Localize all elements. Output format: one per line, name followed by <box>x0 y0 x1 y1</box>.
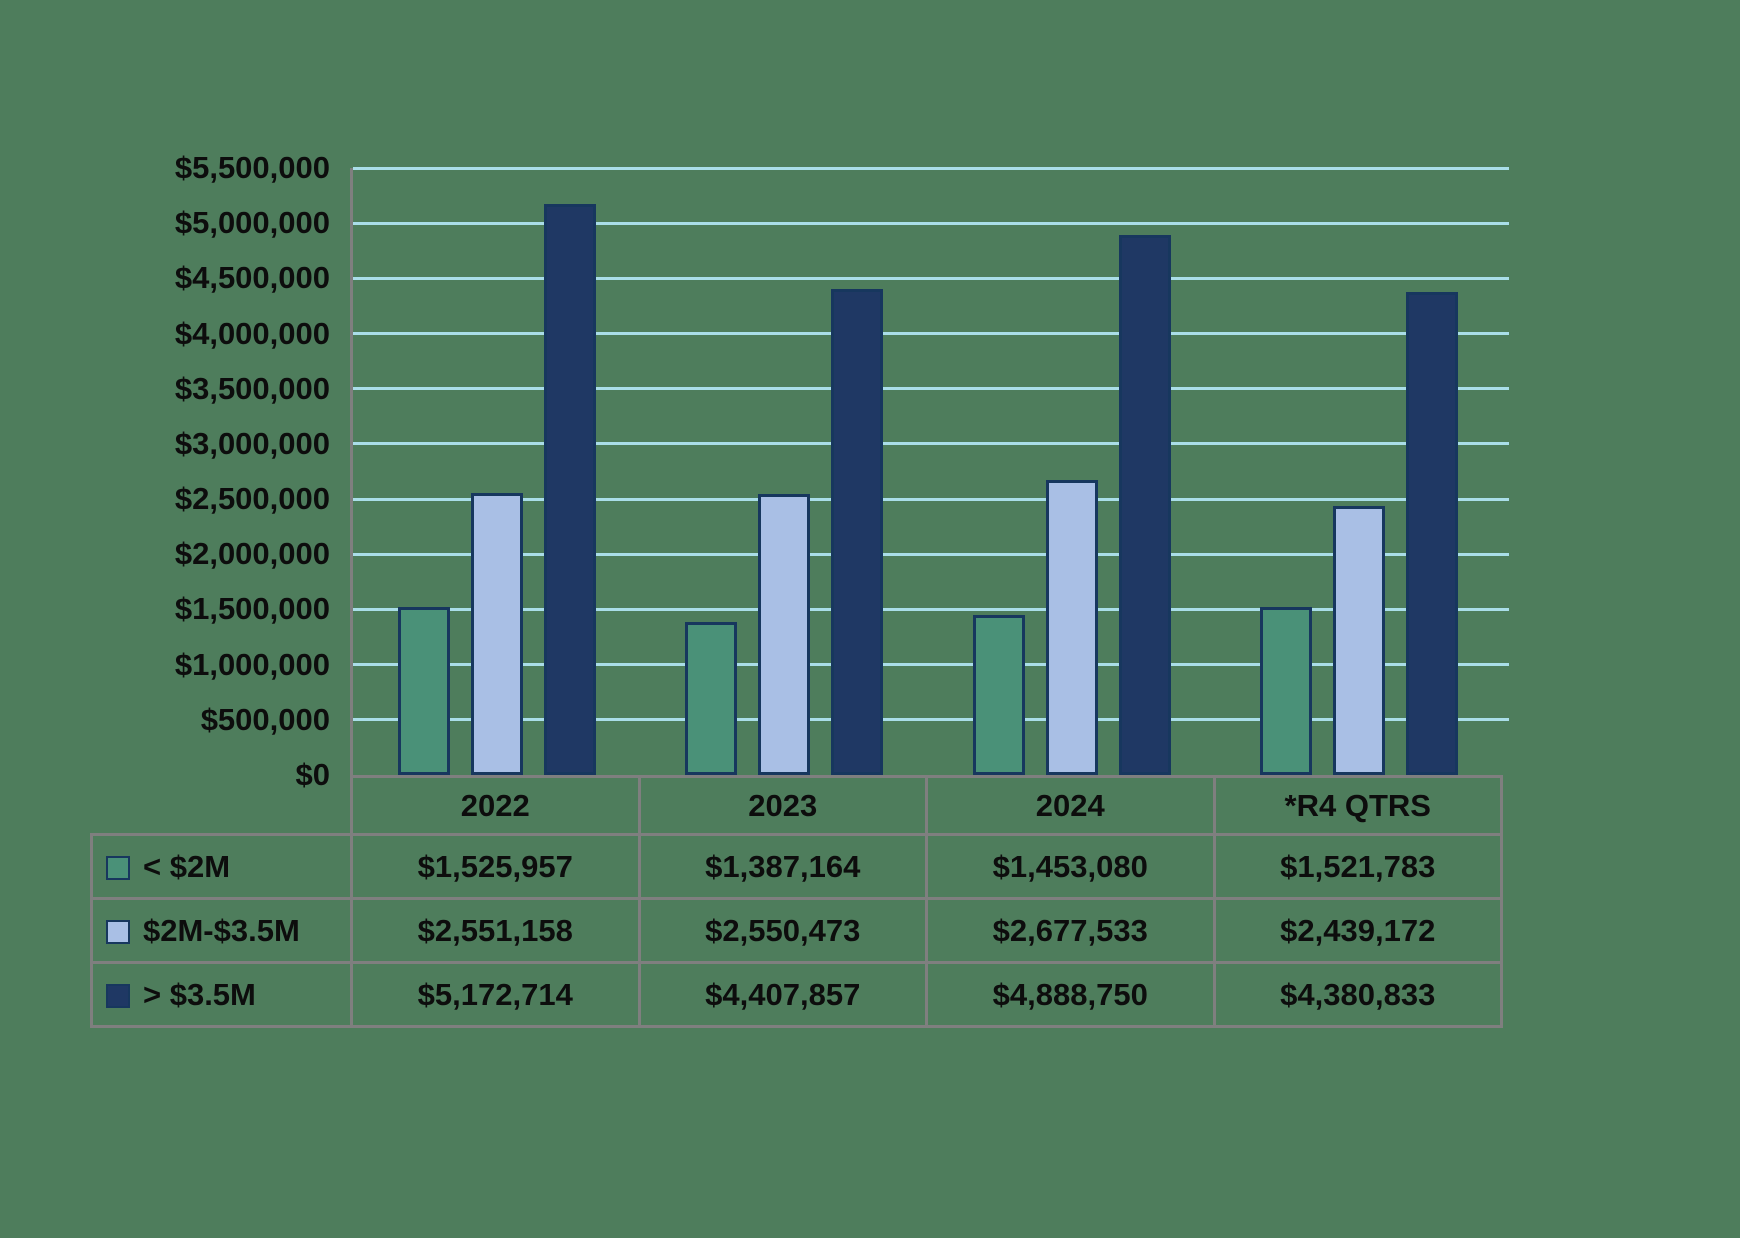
data-table-body: 2022 2023 2024 *R4 QTRS < $2M $1,525,957 $1,38… <box>90 775 1503 1028</box>
value-cell: $1,453,080 <box>925 833 1216 900</box>
gridline <box>353 276 1509 280</box>
y-axis-label: $2,500,000 <box>174 481 330 517</box>
bar <box>543 204 596 775</box>
gridline <box>353 663 1509 667</box>
series-name: < $2M <box>143 848 231 884</box>
table-row: > $3.5M $5,172,714 $4,407,857 $4,888,750 $4,… <box>90 961 1503 1028</box>
legend-swatch-icon <box>106 919 130 944</box>
bar-group-2022 <box>353 168 641 775</box>
gridline <box>353 332 1509 336</box>
y-axis-label: $500,000 <box>200 701 330 737</box>
column-header: 2022 <box>350 775 641 836</box>
bar <box>758 493 811 775</box>
y-axis-label: $3,000,000 <box>174 425 330 461</box>
bar <box>831 288 884 775</box>
y-axis-label: $3,500,000 <box>174 370 330 406</box>
value-cell: $1,521,783 <box>1212 833 1503 900</box>
bar <box>1045 479 1098 775</box>
y-axis-label: $5,500,000 <box>174 150 330 185</box>
y-axis: $0 $500,000 $1,000,000 $1,500,000 $2,000,000… <box>0 150 330 792</box>
table-row: $2M-$3.5M $2,551,158 $2,550,473 $2,677,533 $… <box>90 897 1503 964</box>
value-cell: $2,551,158 <box>350 897 641 964</box>
plot-area <box>350 166 1509 775</box>
gridline <box>353 442 1509 446</box>
value-cell: $2,439,172 <box>1212 897 1503 964</box>
gridlines <box>353 166 1509 775</box>
bar <box>685 621 738 775</box>
table-spacer-cell <box>92 777 352 835</box>
y-axis-label: $2,000,000 <box>174 536 330 572</box>
y-axis-label: $1,500,000 <box>174 591 330 627</box>
column-header: 2023 <box>637 775 928 836</box>
legend-swatch-icon <box>106 983 130 1008</box>
table-row: < $2M $1,525,957 $1,387,164 $1,453,080 $1,52… <box>90 833 1503 900</box>
bar <box>1260 607 1313 775</box>
value-cell: $4,380,833 <box>1212 961 1503 1028</box>
value-cell: $1,387,164 <box>637 833 928 900</box>
gridline <box>353 166 1509 170</box>
column-header: *R4 QTRS <box>1212 775 1503 836</box>
value-cell: $2,677,533 <box>925 897 1216 964</box>
bar-group-2024 <box>928 168 1216 775</box>
table-header-row: 2022 2023 2024 *R4 QTRS <box>92 775 1503 836</box>
gridline <box>353 221 1509 225</box>
value-cell: $4,888,750 <box>925 961 1216 1028</box>
legend-cell: < $2M <box>90 833 353 900</box>
data-table: 2022 2023 2024 *R4 QTRS < $2M $1,525,957 $1,38… <box>90 775 1503 1028</box>
series-name: $2M-$3.5M <box>143 912 300 948</box>
bar <box>1406 291 1459 775</box>
legend-swatch-icon <box>106 855 130 880</box>
legend-cell: > $3.5M <box>90 961 353 1028</box>
bar-group--r4-qtrs <box>1216 168 1504 775</box>
y-axis-label: $5,000,000 <box>174 205 330 241</box>
value-cell: $5,172,714 <box>350 961 641 1028</box>
bar <box>470 493 523 775</box>
legend-cell: $2M-$3.5M <box>90 897 353 964</box>
y-axis-label: $1,000,000 <box>174 646 330 682</box>
gridline <box>353 387 1509 391</box>
bar <box>1118 235 1171 775</box>
y-axis-label: $4,000,000 <box>174 315 330 351</box>
bar-groups <box>353 168 1503 775</box>
gridline <box>353 718 1509 722</box>
bar-group-2023 <box>641 168 929 775</box>
series-name: > $3.5M <box>143 976 256 1012</box>
column-header: 2024 <box>925 775 1216 836</box>
bar <box>397 606 450 775</box>
gridline <box>353 497 1509 501</box>
value-cell: $4,407,857 <box>637 961 928 1028</box>
bar <box>1333 505 1386 775</box>
gridline <box>353 607 1509 611</box>
y-axis-label: $4,500,000 <box>174 260 330 296</box>
bar <box>972 614 1025 775</box>
gridline <box>353 552 1509 556</box>
value-cell: $1,525,957 <box>350 833 641 900</box>
value-cell: $2,550,473 <box>637 897 928 964</box>
y-axis-label: $0 <box>295 757 330 792</box>
